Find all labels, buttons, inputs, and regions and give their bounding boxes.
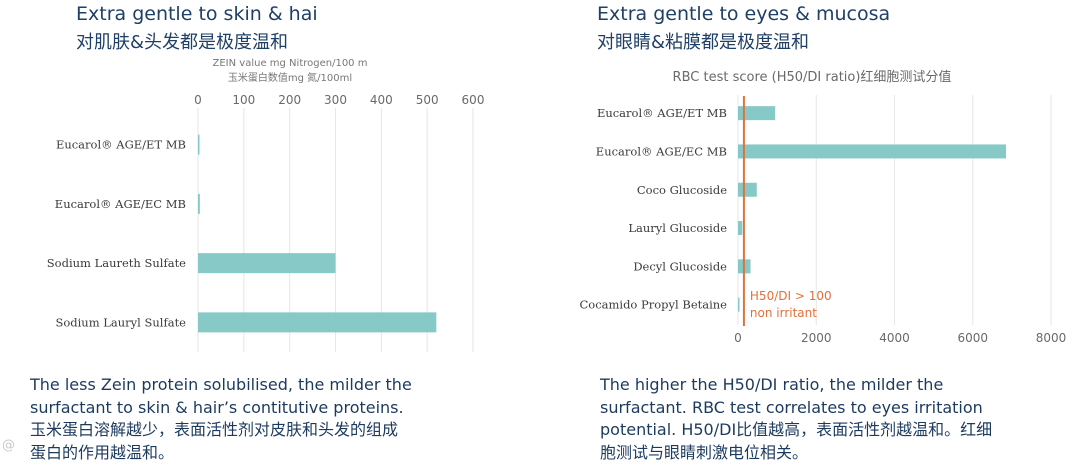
left-tick-label-6: 600: [462, 93, 485, 107]
right-reference-label-1: H50/DI > 100: [750, 289, 832, 303]
left-caption: The less Zein protein solubilised, the m…: [30, 374, 485, 464]
right-tick-label-2: 4000: [879, 331, 910, 345]
left-category-label-3: Sodium Lauryl Sulfate: [55, 315, 186, 329]
right-bar-1: [738, 144, 1007, 159]
left-tick-label-2: 200: [278, 93, 301, 107]
right-category-label-4: Decyl Glucoside: [633, 259, 727, 273]
right-tick-label-1: 2000: [801, 331, 832, 345]
left-caption-line-4: 蛋白的作用越温和。: [30, 442, 175, 462]
right-tick-label-4: 8000: [1036, 331, 1067, 345]
left-tick-label-3: 300: [324, 93, 347, 107]
left-title-cn: 对肌肤&头发都是极度温和: [76, 32, 289, 53]
right-title-cn: 对眼睛&粘膜都是极度温和: [597, 32, 810, 53]
right-chart: RBC test score (H50/DI ratio)红细胞测试分值 0 200…: [579, 69, 1067, 345]
right-caption: The higher the H50/DI ratio, the milder …: [600, 374, 1056, 464]
right-category-label-2: Coco Glucoside: [637, 183, 727, 197]
right-caption-line-3: potential. H50/DI比值越高，表面活性剂越温和。红细: [600, 420, 993, 439]
right-chart-title: RBC test score (H50/DI ratio)红细胞测试分值: [673, 69, 952, 85]
left-category-label-0: Eucarol® AGE/ET MB: [56, 138, 186, 152]
right-tick-label-0: 0: [734, 331, 742, 345]
left-panel: Extra gentle to skin & hai 对肌肤&头发都是极度温和 …: [30, 3, 485, 464]
right-category-label-3: Lauryl Glucoside: [628, 221, 727, 235]
left-bar-3: [198, 312, 437, 333]
right-tick-label-3: 6000: [957, 331, 988, 345]
right-caption-line-2: surfactant. RBC test correlates to eyes …: [600, 397, 983, 417]
left-bar-0: [198, 134, 200, 155]
left-axis-title-cn: 玉米蛋白数值mg 氮/100ml: [228, 71, 352, 84]
left-axis-title-en: ZEIN value mg Nitrogen/100 m: [213, 58, 368, 69]
left-bar-2: [198, 253, 336, 274]
watermark: @: [2, 438, 15, 453]
right-bar-2: [738, 182, 757, 197]
right-reference-label-2: non irritant: [750, 306, 817, 320]
left-category-label-1: Eucarol® AGE/EC MB: [55, 197, 186, 211]
left-tick-label-0: 0: [194, 93, 202, 107]
left-caption-line-3: 玉米蛋白溶解越少，表面活性剂对皮肤和头发的组成: [30, 420, 399, 439]
right-caption-line-4: 胞测试与眼睛刺激电位相关。: [600, 442, 809, 462]
left-bar-1: [198, 193, 200, 214]
right-category-label-1: Eucarol® AGE/EC MB: [596, 144, 727, 158]
right-category-label-0: Eucarol® AGE/ET MB: [597, 106, 727, 120]
left-category-label-2: Sodium Laureth Sulfate: [47, 256, 186, 270]
right-bar-0: [738, 106, 776, 121]
right-caption-line-1: The higher the H50/DI ratio, the milder …: [600, 375, 944, 394]
right-bar-3: [738, 221, 743, 236]
right-category-label-5: Cocamido Propyl Betaine: [579, 298, 727, 312]
left-tick-label-1: 100: [232, 93, 255, 107]
left-tick-label-4: 400: [370, 93, 393, 107]
left-caption-line-2: surfactant to skin & hair’s contitutive …: [30, 397, 404, 417]
right-bar-5: [738, 297, 740, 312]
right-panel: Extra gentle to eyes & mucosa 对眼睛&粘膜都是极度…: [540, 0, 1080, 466]
left-caption-line-1: The less Zein protein solubilised, the m…: [30, 375, 412, 394]
left-tick-label-5: 500: [416, 93, 439, 107]
left-chart: ZEIN value mg Nitrogen/100 m 玉米蛋白数值mg 氮/1…: [47, 58, 485, 352]
right-title-en: Extra gentle to eyes & mucosa: [597, 3, 891, 25]
left-title-en: Extra gentle to skin & hai: [76, 3, 318, 25]
